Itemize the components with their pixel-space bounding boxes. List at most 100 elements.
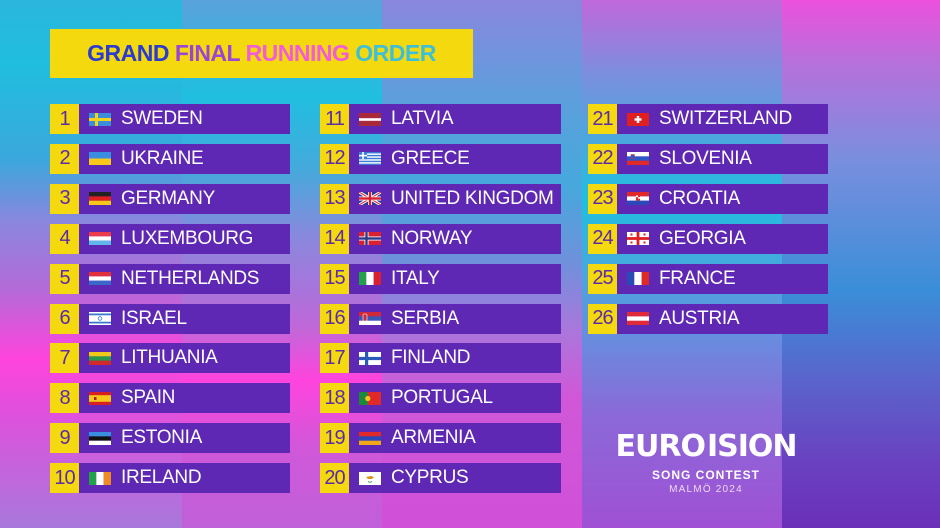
united-kingdom-flag-icon [359,192,381,206]
estonia-flag-icon [89,431,111,445]
france-flag-icon [627,272,649,286]
country-bar: FINLAND [349,343,561,374]
running-order-row: 4 LUXEMBOURG [50,223,290,254]
running-order-row: 12 GREECE [320,143,561,174]
running-order-number: 26 [588,303,617,334]
running-order-row: 26 AUSTRIA [588,303,828,334]
spain-flag-icon [89,391,111,405]
country-name: LITHUANIA [121,347,218,369]
running-order-number: 24 [588,223,617,254]
country-bar: SWEDEN [79,104,290,134]
country-name: ARMENIA [391,427,476,449]
running-order-row: 3 GERMANY [50,183,290,214]
country-name: GERMANY [121,187,215,209]
running-order-row: 23 CROATIA [588,183,828,214]
country-name: GREECE [391,147,470,169]
country-name: ITALY [391,267,440,289]
country-name: NETHERLANDS [121,267,260,289]
country-bar: IRELAND [79,463,290,494]
country-bar: FRANCE [617,263,828,294]
running-order-row: 6 ISRAEL [50,303,290,334]
title-word-final: FINAL [174,40,240,66]
running-order-number: 1 [50,104,79,134]
luxembourg-flag-icon [89,232,111,246]
logo-text-left: EURO [615,429,706,464]
running-order-number: 19 [320,423,349,454]
country-name: IRELAND [121,467,202,489]
country-bar: UNITED KINGDOM [349,183,561,214]
running-order-row: 11 LATVIA [320,104,561,134]
austria-flag-icon [627,312,649,325]
running-order-row: 21 SWITZERLAND [588,104,828,134]
page-title: GRAND FINAL RUNNING ORDER [87,40,436,67]
country-bar: PORTUGAL [349,383,561,414]
logo-host-city: MALMÖ 2024 [669,484,743,495]
running-order-number: 20 [320,463,349,494]
georgia-flag-icon [627,232,649,246]
country-name: NORWAY [391,227,473,249]
country-bar: ITALY [349,263,561,294]
running-order-number: 12 [320,143,349,174]
running-order-row: 8 SPAIN [50,383,290,414]
country-bar: SWITZERLAND [617,104,828,134]
serbia-flag-icon [359,312,381,325]
country-name: LATVIA [391,108,454,129]
running-order-number: 2 [50,143,79,174]
country-name: SWEDEN [121,108,203,129]
running-order-row: 2 UKRAINE [50,143,290,174]
running-order-row: 22 SLOVENIA [588,143,828,174]
running-order-row: 24 GEORGIA [588,223,828,254]
running-order-row: 16 SERBIA [320,303,561,334]
country-bar: NETHERLANDS [79,263,290,294]
running-order-number: 16 [320,303,349,334]
israel-flag-icon [89,312,111,325]
country-bar: LATVIA [349,104,561,134]
slovenia-flag-icon [627,152,649,166]
latvia-flag-icon [359,112,381,126]
country-name: ISRAEL [121,307,187,329]
title-word-grand: GRAND [87,40,169,66]
running-order-number: 13 [320,183,349,214]
running-order-row: 20 CYPRUS [320,463,561,494]
country-bar: ESTONIA [79,423,290,454]
title-banner: GRAND FINAL RUNNING ORDER [50,29,473,78]
running-order-row: 17 FINLAND [320,343,561,374]
greece-flag-icon [359,152,381,166]
country-name: SWITZERLAND [659,108,792,129]
country-name: AUSTRIA [659,307,740,329]
running-order-number: 8 [50,383,79,414]
country-bar: LITHUANIA [79,343,290,374]
running-order-number: 4 [50,223,79,254]
country-name: LUXEMBOURG [121,227,254,249]
title-word-running: RUNNING [245,40,350,66]
portugal-flag-icon [359,391,381,405]
country-name: SERBIA [391,307,459,329]
running-order-number: 3 [50,183,79,214]
running-order-number: 15 [320,263,349,294]
country-bar: NORWAY [349,223,561,254]
country-bar: ISRAEL [79,303,290,334]
netherlands-flag-icon [89,272,111,286]
logo-text-right: ISION [706,429,798,464]
running-order-number: 22 [588,143,617,174]
running-order-row: 1 SWEDEN [50,104,290,134]
running-order-number: 18 [320,383,349,414]
running-order-row: 7 LITHUANIA [50,343,290,374]
running-order-number: 6 [50,303,79,334]
country-name: ESTONIA [121,427,202,449]
running-order-row: 10 IRELAND [50,463,290,494]
running-order-row: 13 UNITED KINGDOM [320,183,561,214]
country-bar: GEORGIA [617,223,828,254]
cyprus-flag-icon [359,471,381,485]
title-word-order: ORDER [355,40,436,66]
eurovision-logo: EURO ISION SONG CONTEST MALMÖ 2024 [616,428,798,495]
running-order-number: 14 [320,223,349,254]
running-order-number: 5 [50,263,79,294]
country-name: GEORGIA [659,227,746,249]
running-order-number: 23 [588,183,617,214]
finland-flag-icon [359,351,381,365]
country-bar: SPAIN [79,383,290,414]
running-order-row: 9 ESTONIA [50,423,290,454]
country-bar: GERMANY [79,183,290,214]
logo-subtitle: SONG CONTEST [651,468,760,482]
